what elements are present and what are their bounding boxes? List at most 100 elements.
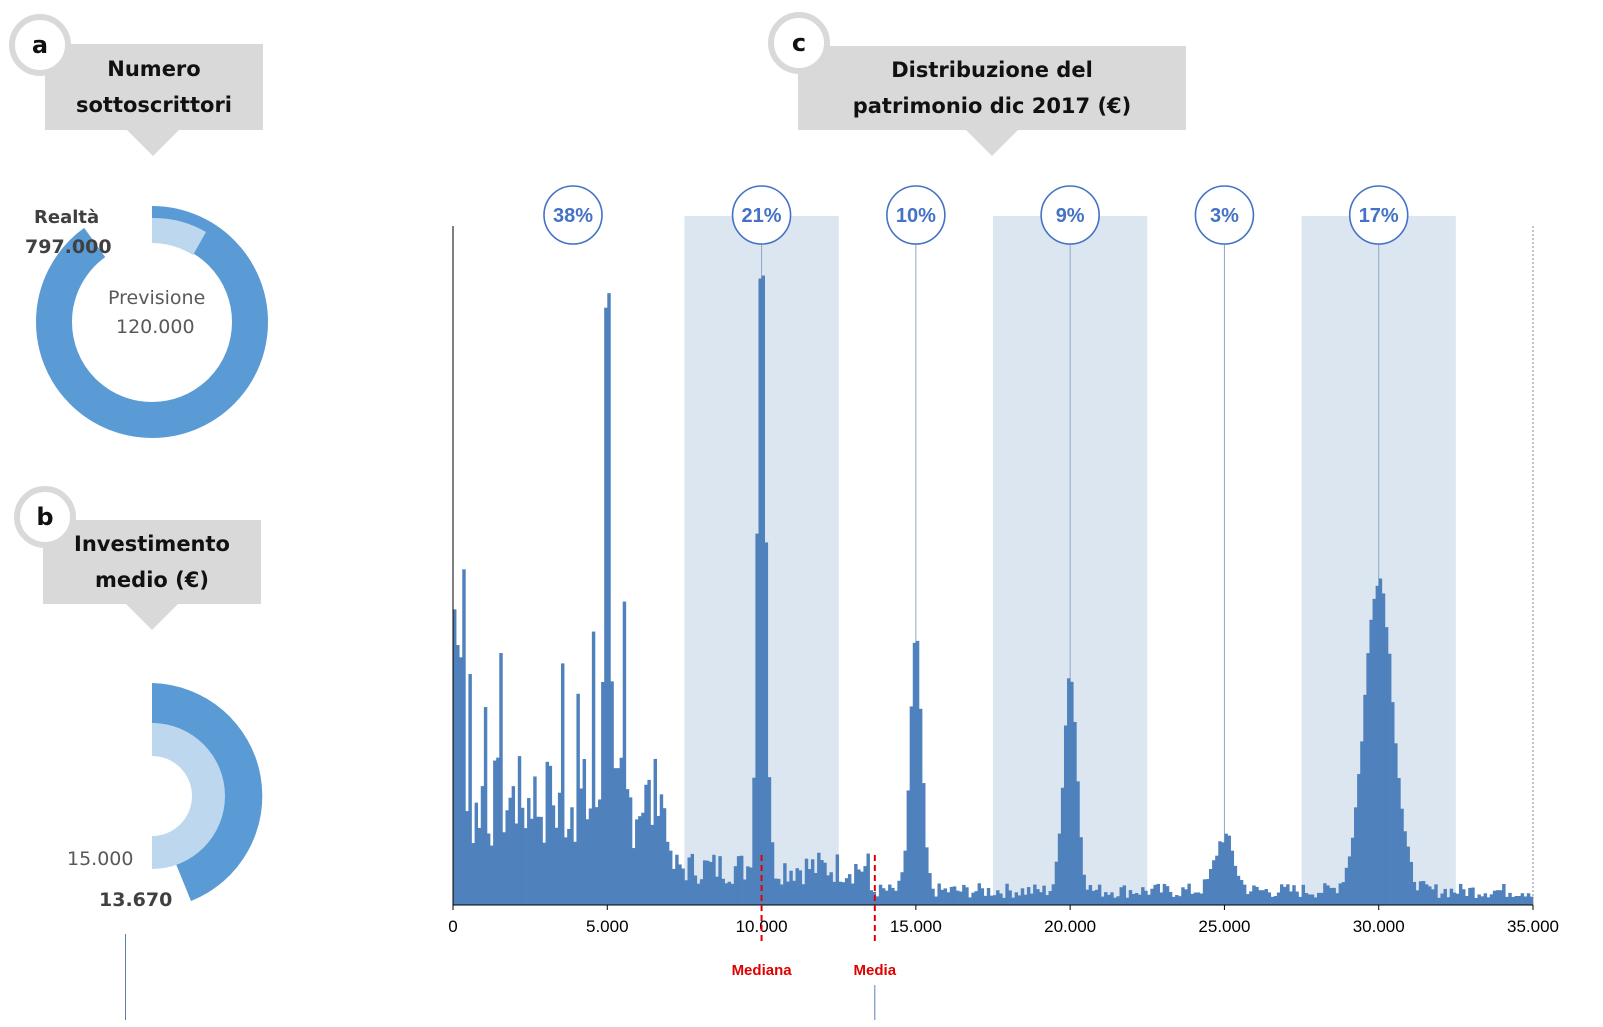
histogram-bar — [1397, 778, 1401, 905]
histogram-bar — [1406, 846, 1410, 905]
histogram-bar — [1020, 888, 1025, 905]
histogram-bar — [1502, 883, 1506, 905]
histogram-bar — [743, 879, 747, 905]
histogram-bar — [1107, 894, 1111, 905]
histogram-bar — [499, 653, 503, 905]
panel-c-title-line1: Distribuzione del — [891, 58, 1093, 82]
histogram-bar — [684, 880, 688, 905]
histogram-bar — [1113, 897, 1117, 905]
histogram-bar — [1378, 578, 1383, 905]
marker-label: Media — [854, 962, 897, 979]
histogram-bar — [1347, 856, 1352, 905]
histogram-bar — [486, 833, 491, 905]
histogram-bar — [1474, 897, 1478, 905]
histogram-bar — [1381, 593, 1386, 905]
histogram-bar — [752, 777, 756, 905]
histogram-bar — [1011, 897, 1015, 905]
histogram-bar — [471, 843, 475, 905]
histogram-bar — [996, 890, 1000, 905]
histogram-bar — [530, 818, 534, 905]
histogram-bar — [1199, 893, 1204, 905]
histogram-bar — [863, 866, 867, 905]
share-bubble — [886, 185, 946, 245]
histogram-bar — [1409, 861, 1414, 905]
histogram-bar — [866, 853, 870, 905]
histogram-bar — [777, 878, 781, 905]
histogram-bar — [838, 881, 843, 905]
histogram-bar — [1363, 694, 1367, 905]
histogram-bar — [829, 872, 833, 905]
histogram-bar — [576, 693, 580, 905]
histogram-bar — [1190, 893, 1194, 905]
histogram-bar — [885, 890, 889, 905]
histogram-bar — [1073, 721, 1077, 905]
histogram-bar — [1440, 893, 1444, 905]
histogram-bar — [1350, 837, 1355, 905]
histogram-bar — [1391, 702, 1395, 905]
histogram-bar — [1273, 896, 1278, 905]
histogram-bar — [1110, 892, 1114, 905]
histogram-bar — [1150, 888, 1154, 905]
histogram-bar — [1091, 890, 1096, 905]
histogram-bar — [1443, 888, 1447, 905]
share-bubble — [731, 185, 792, 245]
panel-a-title-line1: Numero — [107, 57, 201, 81]
histogram-bar — [1138, 894, 1142, 905]
histogram-bar — [1492, 890, 1497, 905]
histogram-bar — [1101, 896, 1105, 905]
histogram-bar — [1354, 807, 1358, 905]
histogram-bar — [1258, 890, 1262, 905]
histogram-bar — [922, 783, 926, 905]
histogram-bar — [1366, 653, 1370, 905]
histogram-bar — [483, 707, 488, 905]
histogram-bar — [582, 759, 587, 905]
histogram-bar — [1344, 867, 1349, 905]
histogram-bar — [878, 884, 883, 905]
histogram-bar — [631, 848, 636, 905]
histogram-bar — [857, 869, 861, 905]
histogram-bar — [928, 873, 932, 905]
histogram-bar — [496, 757, 500, 905]
panel-c-pointer — [966, 130, 1018, 156]
histogram-bar — [533, 776, 537, 905]
histogram-bar — [1005, 883, 1009, 905]
panel-c-badge: c — [768, 12, 830, 74]
histogram-bar — [712, 854, 716, 905]
histogram-bar — [903, 850, 907, 905]
panel-a-inner-slice — [152, 217, 206, 255]
panel-b-actual-value: 13.670 — [99, 889, 173, 911]
histogram-bar — [801, 884, 806, 905]
histogram-bar — [1036, 889, 1040, 905]
histogram-bar — [764, 542, 769, 905]
histogram-bar — [554, 827, 559, 905]
histogram-bar — [527, 798, 531, 905]
histogram-bar — [696, 883, 701, 905]
histogram-bar — [490, 845, 494, 905]
histogram-bar — [730, 883, 735, 905]
histogram-bar — [1153, 884, 1157, 905]
histogram-bar — [573, 841, 577, 905]
histogram-bar — [1030, 893, 1034, 905]
panel-a-title-line2: sottoscrittori — [76, 93, 232, 117]
histogram-bar — [641, 812, 645, 905]
share-label: 3% — [1210, 205, 1239, 227]
histogram-bar — [721, 878, 725, 905]
histogram-bar — [1205, 879, 1210, 905]
histogram-bar — [638, 816, 642, 905]
histogram-bar — [780, 884, 784, 905]
histogram-bar — [789, 870, 793, 905]
histogram-bar — [1060, 787, 1065, 905]
histogram-bar — [897, 880, 901, 905]
histogram-bar — [1283, 886, 1287, 905]
histogram-bar — [1523, 896, 1528, 905]
histogram-bar — [1094, 889, 1099, 905]
histogram-bar — [1165, 886, 1170, 905]
histogram-bar — [1255, 886, 1259, 905]
histogram-bar — [1499, 890, 1503, 905]
share-bubble — [1040, 185, 1100, 245]
histogram-bar — [480, 786, 485, 905]
histogram-bar — [739, 855, 744, 905]
histogram-bar — [894, 890, 898, 905]
histogram-bar — [1400, 808, 1404, 905]
histogram-bar — [1079, 837, 1083, 905]
